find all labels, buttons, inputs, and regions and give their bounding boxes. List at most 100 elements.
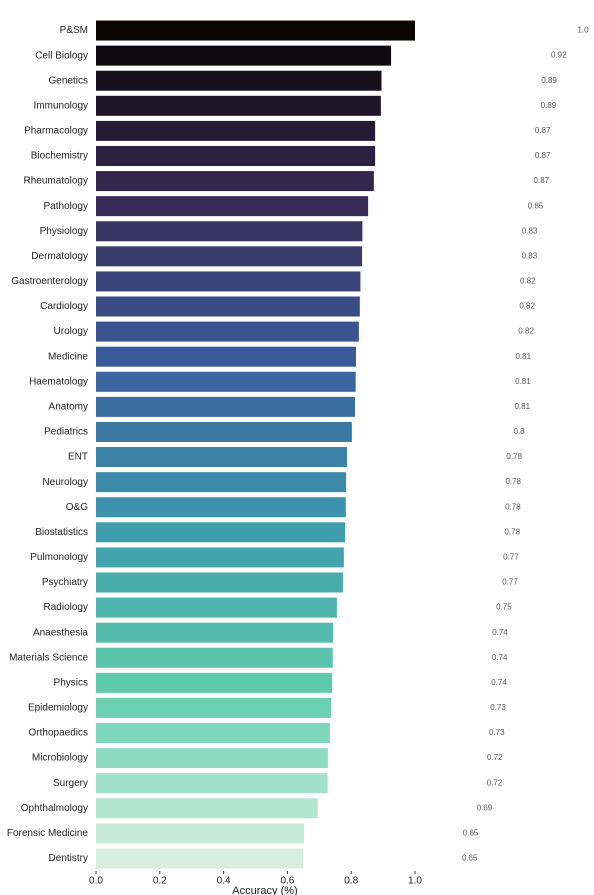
y-tick-label: ENT: [68, 452, 88, 463]
x-tick-label: 0.4: [217, 876, 231, 887]
bar: [96, 848, 304, 869]
value-label: 0.74: [491, 678, 507, 687]
value-label: 0.81: [515, 377, 531, 386]
x-axis-label: Accuracy (%): [232, 885, 297, 895]
value-label: 0.74: [492, 653, 508, 662]
y-tick-label: Cardiology: [40, 301, 88, 312]
y-tick-label: Surgery: [53, 778, 88, 789]
y-tick-label: Rheumatology: [24, 176, 88, 187]
y-tick-label: Urology: [54, 326, 88, 337]
value-label: 0.87: [535, 126, 551, 135]
bar: [96, 647, 333, 668]
bar: [96, 45, 392, 66]
value-label: 0.73: [490, 703, 506, 712]
bar: [96, 522, 346, 543]
y-tick-label: Anaesthesia: [33, 627, 88, 638]
y-tick-label: Pathology: [44, 201, 88, 212]
value-label: 0.72: [487, 753, 503, 762]
bar: [96, 421, 352, 442]
y-tick-label: Ophthalmology: [21, 803, 88, 814]
value-label: 0.78: [505, 502, 521, 511]
y-tick-label: Epidemiology: [28, 703, 88, 714]
x-tick-label: 0.2: [153, 876, 167, 887]
bar: [96, 572, 343, 593]
value-label: 0.87: [534, 176, 550, 185]
value-label: 0.78: [504, 527, 520, 536]
y-tick-label: Gastroenterology: [11, 276, 88, 287]
y-tick-label: Haematology: [29, 376, 88, 387]
bar: [96, 447, 348, 468]
value-label: 0.81: [515, 352, 531, 361]
bar: [96, 145, 376, 166]
value-label: 0.89: [541, 101, 557, 110]
bar: [96, 547, 344, 568]
value-label: 0.69: [477, 803, 493, 812]
y-tick-label: Anatomy: [49, 402, 88, 413]
bar: [96, 597, 337, 618]
y-tick-label: O&G: [66, 502, 88, 513]
y-tick-label: Biochemistry: [31, 151, 88, 162]
y-tick-label: Radiology: [44, 602, 88, 613]
bar: [96, 196, 369, 217]
value-label: 0.72: [487, 778, 503, 787]
bar: [96, 271, 361, 292]
x-tick-label: 0.6: [280, 876, 294, 887]
y-tick-label: Pulmonology: [30, 552, 88, 563]
bar: [96, 396, 356, 417]
y-tick-label: Neurology: [42, 477, 88, 488]
bar: [96, 171, 374, 192]
value-label: 0.87: [535, 151, 551, 160]
bar: [96, 70, 382, 91]
value-label: 0.82: [518, 327, 534, 336]
value-label: 1.0: [577, 26, 589, 35]
bar: [96, 120, 376, 141]
x-tick-label: 1.0: [408, 876, 422, 887]
value-label: 0.85: [528, 201, 544, 210]
x-tick-label: 0.8: [344, 876, 358, 887]
bar: [96, 221, 363, 242]
bar: [96, 798, 318, 819]
bar: [96, 748, 328, 769]
value-label: 0.81: [514, 402, 530, 411]
value-label: 0.77: [503, 553, 519, 562]
bar: [96, 20, 415, 41]
y-tick-label: Forensic Medicine: [7, 828, 89, 839]
y-tick-label: Pediatrics: [44, 427, 88, 438]
value-label: 0.73: [489, 728, 505, 737]
y-tick-label: Microbiology: [32, 753, 88, 764]
value-label: 0.89: [541, 76, 557, 85]
y-tick-label: Materials Science: [9, 652, 88, 663]
value-label: 0.82: [519, 302, 535, 311]
bar: [96, 697, 332, 718]
value-label: 0.83: [522, 226, 538, 235]
y-tick-label: Physiology: [40, 226, 88, 237]
value-label: 0.65: [463, 828, 479, 837]
value-label: 0.77: [502, 578, 518, 587]
value-label: 0.74: [492, 628, 508, 637]
value-label: 0.92: [551, 51, 567, 60]
value-label: 0.75: [496, 603, 512, 612]
y-tick-label: Psychiatry: [42, 577, 88, 588]
y-tick-label: Immunology: [34, 100, 88, 111]
value-label: 0.8: [513, 427, 525, 436]
y-tick-label: Dermatology: [31, 251, 88, 262]
bar: [96, 95, 381, 116]
value-label: 0.78: [505, 477, 521, 486]
bar: [96, 622, 334, 643]
value-label: 0.82: [520, 277, 536, 286]
bar: [96, 723, 330, 744]
y-tick-label: Biostatistics: [35, 527, 88, 538]
bar: [96, 672, 333, 693]
y-tick-label: Orthopaedics: [29, 728, 88, 739]
bar: [96, 346, 356, 367]
bar: [96, 321, 359, 342]
bar: [96, 497, 346, 518]
value-label: 0.78: [506, 452, 522, 461]
y-tick-label: Dentistry: [49, 853, 88, 864]
y-tick-label: P&SM: [60, 25, 88, 36]
y-tick-label: Pharmacology: [24, 126, 88, 137]
y-tick-label: Medicine: [48, 351, 88, 362]
y-tick-label: Genetics: [49, 75, 88, 86]
bar: [96, 296, 360, 317]
